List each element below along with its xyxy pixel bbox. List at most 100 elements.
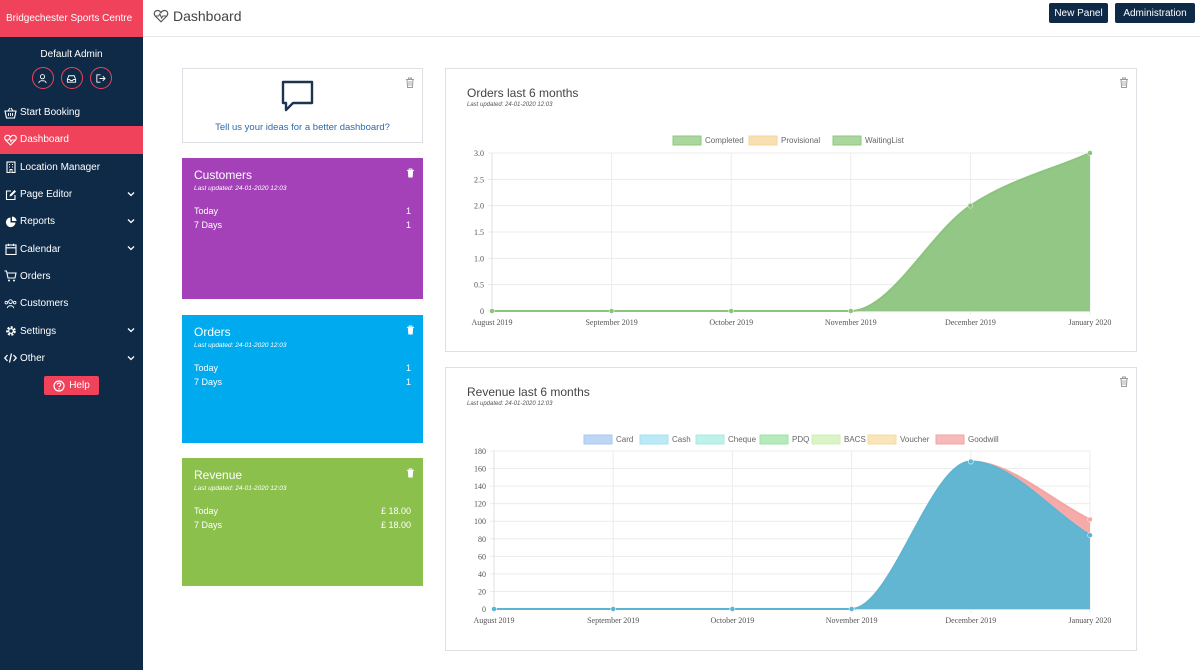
legend-label: BACS xyxy=(844,435,866,444)
y-tick-label: 1.5 xyxy=(474,228,484,237)
legend-label: Cash xyxy=(672,435,691,444)
sidebar: Bridgechester Sports Centre Default Admi… xyxy=(0,0,143,670)
y-tick-label: 0.5 xyxy=(474,281,484,290)
y-tick-label: 180 xyxy=(474,447,486,456)
user-name: Default Admin xyxy=(40,49,103,60)
y-tick-label: 80 xyxy=(478,535,486,544)
orders-chart-panel: 0 0.5 1.0 1.5 2.0 2.5 3.0 August 2019 September … xyxy=(445,68,1137,352)
trash-icon[interactable] xyxy=(405,77,415,88)
logout-button[interactable] xyxy=(89,67,112,89)
chevron-down-icon xyxy=(127,219,135,224)
sidebar-item-label: Customers xyxy=(20,298,69,310)
user-actions xyxy=(0,67,143,89)
sidebar-item-calendar[interactable]: Calendar xyxy=(0,235,143,262)
x-tick-label: January 2020 xyxy=(1069,318,1112,327)
legend-swatch xyxy=(748,135,778,146)
x-tick-label: September 2019 xyxy=(587,616,639,625)
x-tick-label: August 2019 xyxy=(471,318,512,327)
basket-icon xyxy=(4,107,17,119)
data-point xyxy=(848,308,854,314)
code-icon xyxy=(4,353,17,363)
help-button[interactable]: Help xyxy=(44,376,99,395)
trash-icon[interactable] xyxy=(1119,77,1129,88)
sidebar-item-customers[interactable]: Customers xyxy=(0,290,143,317)
legend-label: Completed xyxy=(705,136,744,145)
chevron-down-icon xyxy=(127,355,135,361)
y-tick-label: 20 xyxy=(478,587,486,596)
legend-swatch xyxy=(832,135,862,146)
data-point xyxy=(1087,516,1093,523)
today-value: 1 xyxy=(405,363,411,373)
revenue-chart: 0 20 40 60 80 100 120 140 160 180 August 2019 Septe… xyxy=(473,434,1111,625)
brand-name[interactable]: Bridgechester Sports Centre xyxy=(0,0,143,37)
revenue-chart-panel: 0 20 40 60 80 100 120 140 160 180 August 2019 Septe… xyxy=(445,367,1137,651)
chart-title: Revenue last 6 months xyxy=(467,385,590,399)
today-row: Today 1 xyxy=(194,363,411,373)
inbox-button[interactable] xyxy=(60,67,83,89)
y-tick-label: 2.0 xyxy=(474,202,484,211)
sidebar-item-other[interactable]: Other xyxy=(0,345,143,372)
sidebar-item-label: Calendar xyxy=(20,243,61,255)
data-point xyxy=(608,308,615,314)
data-point xyxy=(728,308,734,314)
inbox-icon xyxy=(66,74,77,83)
users-icon xyxy=(4,299,17,309)
week-row: 7 Days 1 xyxy=(194,377,411,387)
y-tick-label: 160 xyxy=(474,465,486,474)
sidebar-item-label: Orders xyxy=(20,270,51,282)
administration-button[interactable]: Administration xyxy=(1115,3,1195,23)
chevron-down-icon xyxy=(127,191,135,197)
legend-swatch xyxy=(811,434,841,445)
trash-icon[interactable] xyxy=(1119,376,1129,387)
legend-label: Cheque xyxy=(728,435,757,444)
data-point xyxy=(729,606,736,612)
sidebar-item-label: Reports xyxy=(20,216,56,228)
legend-swatch xyxy=(583,434,613,445)
sidebar-item-settings[interactable]: Settings xyxy=(0,317,143,344)
trash-icon[interactable] xyxy=(406,168,415,178)
panel-title: Customers xyxy=(194,168,253,182)
panel-title: Orders xyxy=(194,325,231,339)
page-title: Dashboard xyxy=(153,8,242,24)
legend-swatch xyxy=(672,135,702,146)
today-label: Today xyxy=(194,206,219,216)
user-icon xyxy=(38,73,47,83)
week-value: 1 xyxy=(405,220,411,230)
data-point xyxy=(967,202,974,209)
y-tick-label: 3.0 xyxy=(474,149,484,158)
today-value: £ 18.00 xyxy=(380,506,411,516)
y-tick-label: 140 xyxy=(474,482,486,491)
sidebar-item-label: Location Manager xyxy=(20,161,101,173)
legend-swatch xyxy=(935,434,965,445)
sidebar-item-label: Dashboard xyxy=(20,134,69,146)
today-label: Today xyxy=(194,363,219,373)
revenue-panel: Revenue Last updated: 24-01-2020 12:03 T… xyxy=(182,458,423,586)
edit-icon xyxy=(5,189,16,200)
sidebar-item-dashboard[interactable]: Dashboard xyxy=(0,126,143,154)
trash-icon[interactable] xyxy=(406,325,415,335)
calendar-icon xyxy=(4,243,17,256)
panel-updated: Last updated: 24-01-2020 12:03 xyxy=(194,485,287,492)
y-tick-label: 60 xyxy=(478,552,486,561)
profile-button[interactable] xyxy=(31,67,54,89)
sidebar-item-label: Other xyxy=(20,352,46,364)
ideas-link[interactable]: Tell us your ideas for a better dashboar… xyxy=(215,122,390,133)
today-row: Today 1 xyxy=(194,206,411,216)
sidebar-item-orders[interactable]: Orders xyxy=(0,263,143,290)
y-tick-label: 100 xyxy=(474,517,486,526)
x-tick-label: August 2019 xyxy=(473,616,514,625)
series-area xyxy=(492,153,1090,311)
x-tick-label: October 2019 xyxy=(711,616,755,625)
trash-icon[interactable] xyxy=(406,468,415,478)
new-panel-button[interactable]: New Panel xyxy=(1049,3,1108,23)
sidebar-item-location-manager[interactable]: Location Manager xyxy=(0,154,143,181)
sidebar-item-start-booking[interactable]: Start Booking xyxy=(0,99,143,126)
sidebar-item-reports[interactable]: Reports xyxy=(0,208,143,235)
legend-swatch xyxy=(867,434,897,445)
question-circle-icon xyxy=(53,379,65,392)
sidebar-item-page-editor[interactable]: Page Editor xyxy=(0,181,143,208)
chart-updated: Last updated: 24-01-2020 12:03 xyxy=(467,401,553,407)
topbar: Dashboard New Panel Administration xyxy=(143,0,1200,37)
y-tick-label: 1.0 xyxy=(474,254,484,263)
panel-updated: Last updated: 24-01-2020 12:03 xyxy=(194,185,287,192)
